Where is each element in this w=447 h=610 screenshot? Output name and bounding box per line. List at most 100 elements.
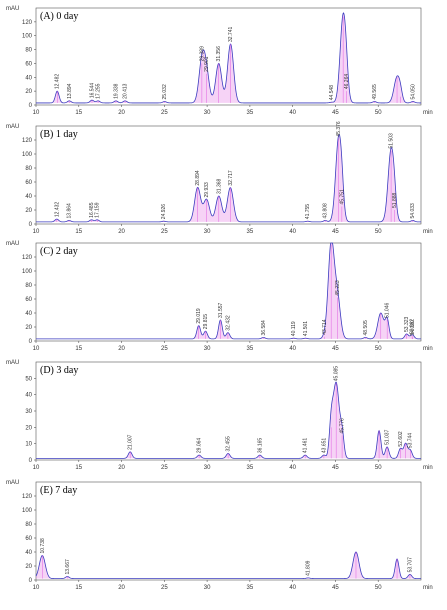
peak-label: 40.119 bbox=[291, 321, 297, 336]
y-tick-label: 40 bbox=[25, 393, 32, 399]
peak-label: 48.505 bbox=[363, 320, 369, 336]
x-tick-label: 15 bbox=[75, 585, 82, 591]
y-tick-label: 80 bbox=[25, 522, 32, 528]
peak-label: 13.667 bbox=[65, 559, 71, 575]
x-tick-label: 50 bbox=[375, 465, 382, 471]
x-tick-label: 15 bbox=[75, 229, 82, 235]
x-tick-label: 35 bbox=[247, 229, 254, 235]
signal-trace bbox=[36, 133, 421, 223]
x-tick-label: 40 bbox=[289, 585, 296, 591]
peak-label: 44.548 bbox=[329, 85, 335, 101]
x-tick-label: 45 bbox=[332, 346, 339, 352]
peak-label: 25.032 bbox=[162, 84, 168, 100]
peak-label: 10.738 bbox=[40, 538, 46, 554]
peak-label: 32.717 bbox=[228, 170, 234, 186]
peak-label: 28.894 bbox=[195, 170, 201, 186]
peak-label: 29.389 bbox=[199, 46, 205, 62]
peak-label: 16.544 bbox=[89, 83, 95, 99]
peak-label: 17.255 bbox=[96, 83, 102, 99]
peak-label: 31.368 bbox=[216, 178, 222, 194]
x-axis-label: min bbox=[423, 465, 433, 471]
x-axis-label: min bbox=[423, 346, 433, 352]
peak-label: 31.356 bbox=[216, 46, 222, 62]
x-tick-label: 10 bbox=[33, 585, 40, 591]
chart-panel-0: 0 20 40 60 80 100 120 10 15 20 25 30 35 40 45 50 mAU min (… bbox=[6, 6, 433, 116]
peak-label: 45.085 bbox=[334, 366, 340, 382]
y-tick-label: 120 bbox=[22, 255, 33, 261]
peak-label: 51.046 bbox=[385, 302, 391, 318]
peak-area bbox=[36, 134, 421, 222]
x-tick-label: 45 bbox=[332, 585, 339, 591]
peak-label: 43.651 bbox=[321, 438, 327, 454]
y-tick-label: 60 bbox=[25, 536, 32, 542]
y-tick-label: 0 bbox=[29, 339, 33, 345]
y-tick-label: 40 bbox=[25, 194, 32, 200]
peak-label: 29.815 bbox=[203, 314, 209, 330]
x-tick-label: 40 bbox=[289, 229, 296, 235]
peak-label: 52.602 bbox=[398, 431, 404, 447]
y-tick-label: 60 bbox=[25, 180, 32, 186]
peak-label: 41.809 bbox=[306, 560, 312, 576]
peak-label: 24.926 bbox=[161, 204, 167, 220]
x-tick-label: 50 bbox=[375, 585, 382, 591]
x-tick-label: 50 bbox=[375, 229, 382, 235]
x-tick-label: 20 bbox=[118, 465, 125, 471]
signal-trace bbox=[36, 12, 421, 104]
peak-label: 29.933 bbox=[204, 182, 210, 198]
peak-label: 21.007 bbox=[128, 434, 134, 450]
y-tick-label: 40 bbox=[25, 311, 32, 317]
x-tick-label: 20 bbox=[118, 346, 125, 352]
y-tick-label: 80 bbox=[25, 283, 32, 289]
peak-label: 45.776 bbox=[340, 418, 346, 434]
peak-label: 54.020 bbox=[410, 320, 416, 336]
peak-label: 51.503 bbox=[389, 133, 395, 149]
y-tick-label: 50 bbox=[25, 376, 32, 382]
peak-label: 53.962 bbox=[410, 319, 416, 335]
peak-label: 16.485 bbox=[89, 202, 95, 218]
peak-label: 29.064 bbox=[197, 438, 203, 454]
x-tick-label: 10 bbox=[33, 465, 40, 471]
x-tick-label: 15 bbox=[75, 465, 82, 471]
x-tick-label: 30 bbox=[204, 110, 211, 116]
x-axis-label: min bbox=[423, 110, 433, 116]
peak-label: 12.482 bbox=[55, 74, 61, 90]
y-tick-label: 40 bbox=[25, 550, 32, 556]
y-tick-label: 0 bbox=[29, 222, 33, 228]
peak-label: 45.376 bbox=[336, 121, 342, 137]
peak-label: 32.741 bbox=[228, 27, 234, 43]
y-tick-label: 60 bbox=[25, 297, 32, 303]
peak-area bbox=[36, 552, 421, 579]
x-tick-label: 35 bbox=[247, 110, 254, 116]
peak-label: 51.888 bbox=[392, 192, 398, 208]
peak-label: 20.413 bbox=[123, 83, 129, 99]
x-axis-label: min bbox=[423, 585, 433, 591]
x-tick-label: 30 bbox=[204, 346, 211, 352]
y-axis-label: mAU bbox=[6, 241, 19, 247]
y-tick-label: 20 bbox=[25, 564, 32, 570]
plot-frame bbox=[35, 481, 422, 581]
chart-title: (D) 3 day bbox=[40, 365, 78, 376]
y-tick-label: 10 bbox=[25, 442, 32, 448]
y-tick-label: 20 bbox=[25, 208, 32, 214]
x-tick-label: 30 bbox=[204, 585, 211, 591]
y-tick-label: 20 bbox=[25, 89, 32, 95]
x-tick-label: 20 bbox=[118, 585, 125, 591]
peak-label: 29.901 bbox=[204, 56, 210, 72]
x-tick-label: 20 bbox=[118, 110, 125, 116]
signal-trace bbox=[35, 551, 421, 579]
chart-title: (B) 1 day bbox=[40, 129, 78, 140]
chart-panel-2: 0 20 40 60 80 100 120 10 15 20 25 30 35 40 45 50 mAU min (… bbox=[6, 241, 433, 352]
peak-label: 13.864 bbox=[67, 203, 73, 219]
y-axis-label: mAU bbox=[6, 360, 19, 366]
peak-label: 29.019 bbox=[196, 308, 202, 324]
x-axis-label: min bbox=[423, 229, 433, 235]
x-tick-label: 40 bbox=[289, 346, 296, 352]
y-tick-label: 20 bbox=[25, 425, 32, 431]
y-tick-label: 30 bbox=[25, 409, 32, 415]
y-tick-label: 40 bbox=[25, 75, 32, 81]
x-tick-label: 45 bbox=[332, 110, 339, 116]
y-axis-label: mAU bbox=[6, 6, 19, 12]
y-tick-label: 100 bbox=[22, 508, 33, 514]
y-tick-label: 120 bbox=[22, 20, 33, 26]
